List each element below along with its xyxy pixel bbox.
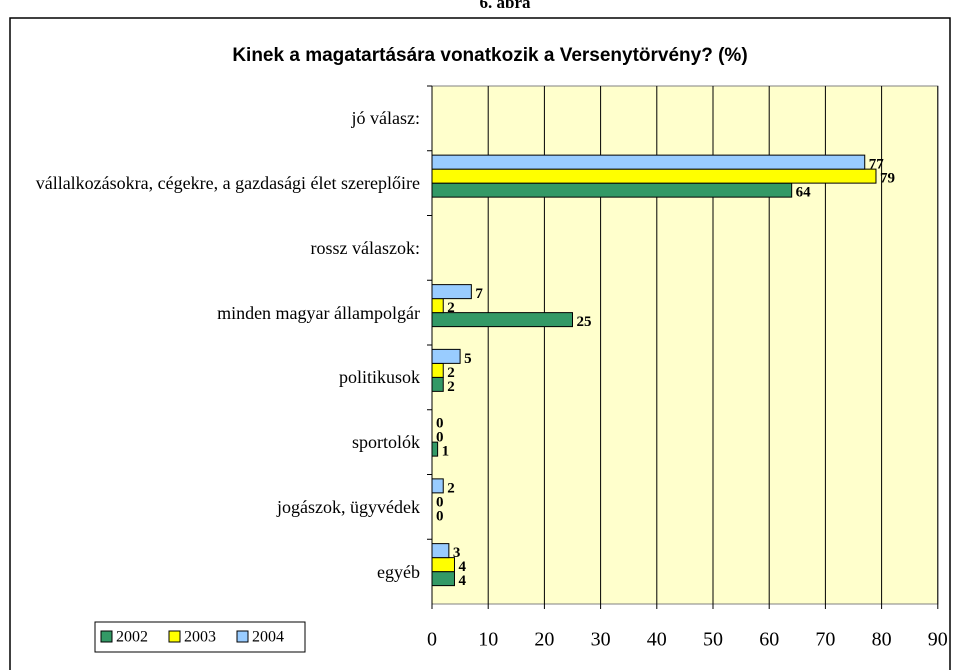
bar — [431, 557, 455, 573]
y-tick-label: jó válasz: — [351, 108, 420, 129]
bar — [431, 284, 472, 300]
value-label: 2 — [447, 365, 455, 381]
x-tick-label: 70 — [815, 629, 835, 651]
category-label-box: vállalkozásokra, cégekre, a gazdasági él… — [20, 171, 420, 195]
legend-label: 2002 — [116, 629, 148, 646]
value-label: 2 — [447, 480, 455, 496]
y-tick-label: jogászok, ügyvédek — [277, 496, 420, 517]
category-label-box: jogászok, ügyvédek — [20, 495, 420, 519]
category-label-box: jó válasz: — [20, 106, 420, 130]
chart-title: Kinek a magatartására vonatkozik a Verse… — [232, 45, 747, 66]
value-label: 79 — [880, 171, 895, 187]
legend-label: 2004 — [252, 629, 284, 646]
bar — [431, 376, 444, 392]
category-label-box: rossz válaszok: — [20, 236, 420, 260]
bar — [431, 298, 444, 314]
x-tick-label: 30 — [591, 629, 611, 651]
bar — [431, 543, 450, 559]
bar — [431, 182, 793, 198]
value-label: 4 — [458, 559, 466, 575]
x-tick-label: 10 — [478, 629, 498, 651]
legend-swatch — [100, 630, 113, 643]
bar — [431, 348, 461, 364]
category-label-box: politikusok — [20, 365, 420, 389]
value-label: 0 — [436, 430, 444, 446]
y-tick-label: sportolók — [351, 432, 420, 453]
figure-label: 6. ábra — [480, 0, 532, 12]
bar — [431, 312, 573, 328]
x-tick-label: 0 — [427, 629, 437, 651]
bar — [431, 478, 444, 494]
legend-swatch — [236, 630, 249, 643]
value-label: 0 — [436, 508, 444, 524]
x-tick-label: 20 — [534, 629, 554, 651]
value-label: 4 — [458, 573, 466, 589]
value-label: 1 — [442, 444, 450, 460]
value-label: 77 — [869, 157, 885, 173]
value-label: 3 — [453, 545, 461, 561]
y-tick-label: politikusok — [338, 367, 420, 388]
value-label: 7 — [475, 286, 483, 302]
x-tick-label: 80 — [872, 629, 892, 651]
x-tick-label: 90 — [928, 629, 948, 651]
legend-box — [94, 621, 306, 653]
y-tick-label: rossz válaszok: — [310, 237, 420, 258]
x-tick-label: 60 — [759, 629, 779, 651]
legend: 2002 2003 2004 — [94, 621, 306, 653]
bar — [431, 168, 877, 184]
value-label: 0 — [436, 416, 444, 432]
value-label: 2 — [447, 379, 455, 395]
y-tick-label: minden magyar állampolgár — [217, 302, 420, 323]
category-label-box: minden magyar állampolgár — [20, 301, 420, 325]
bar — [431, 362, 444, 378]
value-label: 5 — [464, 351, 472, 367]
value-label: 2 — [447, 300, 455, 316]
legend-label: 2003 — [184, 629, 216, 646]
bar — [431, 571, 455, 587]
x-tick-label: 40 — [647, 629, 667, 651]
category-label-box: sportolók — [20, 430, 420, 454]
value-label: 25 — [577, 314, 592, 330]
y-tick-label: egyéb — [377, 561, 420, 582]
value-label: 0 — [436, 494, 444, 510]
bar — [431, 441, 439, 457]
x-tick-label: 50 — [703, 629, 723, 651]
bar — [431, 154, 866, 170]
legend-swatch — [168, 630, 181, 643]
category-label-box: egyéb — [20, 560, 420, 584]
value-label: 64 — [796, 185, 812, 201]
y-tick-label: vállalkozásokra, cégekre, a gazdasági él… — [35, 173, 420, 194]
